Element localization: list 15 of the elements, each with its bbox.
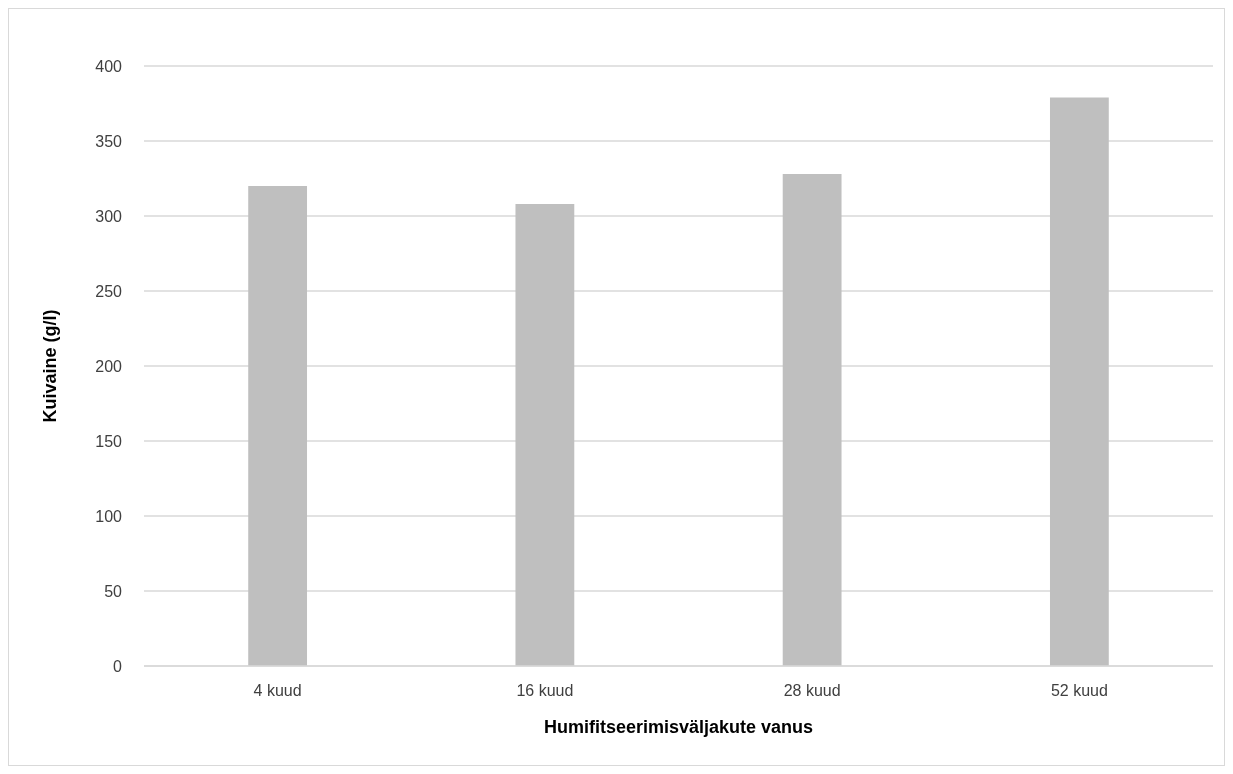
y-tick-label: 100 (95, 507, 123, 525)
x-tick-label: 52 kuud (1050, 682, 1108, 699)
y-tick-label: 350 (95, 132, 123, 150)
y-tick-label: 0 (113, 657, 123, 675)
x-tick-label: 28 kuud (783, 682, 841, 699)
x-tick-label: 4 kuud (253, 682, 302, 699)
y-tick-label: 50 (104, 582, 123, 600)
y-tick-label: 300 (95, 207, 123, 225)
y-tick-label: 250 (95, 282, 123, 300)
y-tick-label: 150 (95, 432, 123, 450)
x-axis-title: Humifitseerimisväljakute vanus (543, 717, 814, 737)
y-tick-label: 200 (95, 357, 123, 375)
y-axis-title: Kuivaine (g/l) (40, 309, 60, 423)
y-tick-label: 400 (95, 57, 123, 75)
x-tick-label: 16 kuud (516, 682, 574, 699)
